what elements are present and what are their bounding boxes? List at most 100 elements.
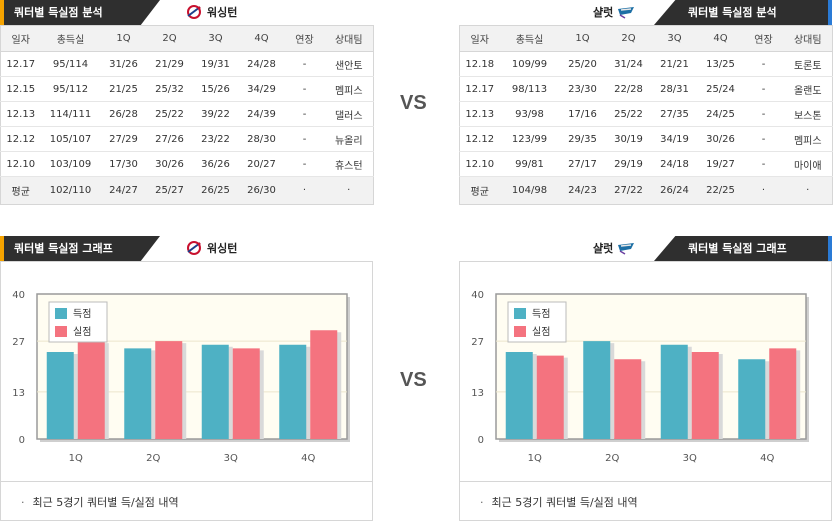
- panel-header: 샬럿 쿼터별 득실점 그래프: [459, 236, 832, 261]
- table-cell: 26/24: [651, 176, 698, 205]
- table-header-row: 일자 총득실 1Q 2Q 3Q 4Q 연장 상대팀: [459, 25, 833, 52]
- table-row: 12.15 95/112 21/25 25/32 15/26 34/29- 멤피스: [0, 76, 374, 102]
- hornets-logo-icon: [618, 7, 635, 19]
- table-cell: 댈러스: [324, 101, 374, 127]
- table-cell: 22/28: [605, 76, 652, 102]
- table-cell: 27/29: [100, 126, 147, 152]
- table-row: 12.12 123/99 29/35 30/19 34/19 30/26- 멤피스: [459, 126, 833, 152]
- chart-note: · 최근 5경기 쿼터별 득/실점 내역: [459, 481, 832, 521]
- table-cell: 24/23: [559, 176, 606, 205]
- legend-label: 실점: [73, 326, 91, 338]
- table-cell: 멤피스: [324, 76, 374, 102]
- table-cell: 25/32: [146, 76, 193, 102]
- column-header: 1Q: [559, 25, 606, 52]
- table-cell: 20/27: [238, 151, 285, 177]
- column-header: 총득실: [499, 25, 560, 52]
- table-cell: -: [743, 51, 784, 77]
- y-tick-label: 13: [471, 388, 484, 399]
- table-cell: 102/110: [40, 176, 101, 205]
- bar-conceded: [536, 355, 564, 439]
- table-cell: 25/27: [146, 176, 193, 205]
- table-cell: 34/19: [651, 126, 698, 152]
- team-label: 워싱턴: [185, 4, 237, 20]
- table-row: 12.12 105/107 27/29 27/26 23/22 28/30- 뉴올리: [0, 126, 374, 152]
- table-cell: 25/24: [697, 76, 744, 102]
- team-label: 샬럿: [593, 240, 635, 256]
- note-text: 최근 5경기 쿼터별 득/실점 내역: [32, 496, 179, 509]
- table-row: 12.13 114/111 26/28 25/22 39/22 24/39- 댈러스: [0, 101, 374, 127]
- table-cell: 13/25: [697, 51, 744, 77]
- quarter-bar-chart: 0 13 27 40 1Q 2Q 3Q 4Q 득점 실점: [0, 261, 373, 481]
- y-tick-label: 13: [12, 388, 25, 399]
- table-cell: 28/30: [238, 126, 285, 152]
- y-tick-label: 27: [12, 337, 25, 348]
- table-cell: 17/30: [100, 151, 147, 177]
- table-cell: ·: [324, 176, 374, 205]
- table-cell: 30/26: [697, 126, 744, 152]
- table-cell: 27/35: [651, 101, 698, 127]
- table-cell: ·: [783, 176, 833, 205]
- column-header: 2Q: [605, 25, 652, 52]
- table-cell: 26/28: [100, 101, 147, 127]
- column-header: 연장: [743, 25, 784, 52]
- table-cell: 98/113: [499, 76, 560, 102]
- y-tick-label: 0: [478, 435, 484, 446]
- bar-scored: [46, 352, 74, 439]
- table-row: 12.18 109/99 25/20 31/24 21/21 13/25- 토론토: [459, 51, 833, 77]
- charlotte-analysis-panel: 샬럿 쿼터별 득실점 분석 일자 총득실 1Q 2Q 3Q 4Q 연장 상대팀 12.18 109…: [459, 0, 833, 205]
- washington-analysis-panel: 쿼터별 득실점 분석 워싱턴 일자 총득실 1Q 2Q 3Q 4Q 연장 상대팀 12.17 95…: [0, 0, 374, 205]
- table-cell: 12.10: [459, 151, 500, 177]
- y-tick-label: 27: [471, 337, 484, 348]
- table-cell: 30/19: [605, 126, 652, 152]
- table-cell: 21/29: [146, 51, 193, 77]
- table-cell: 28/31: [651, 76, 698, 102]
- team-label: 샬럿: [593, 4, 635, 20]
- x-tick-label: 1Q: [69, 453, 83, 464]
- table-cell: 29/19: [605, 151, 652, 177]
- charlotte-graph-panel: 샬럿 쿼터별 득실점 그래프 0 13 27 40 1Q 2Q 3Q 4Q 득점 실점 · 최근 5…: [459, 236, 832, 521]
- bar-scored: [660, 344, 688, 439]
- vs-label: VS: [400, 369, 427, 391]
- bar-scored: [124, 348, 152, 439]
- column-header: 상대팀: [324, 25, 374, 52]
- table-row: 12.17 95/114 31/26 21/29 19/31 24/28- 샌안토: [0, 51, 374, 77]
- table-cell: 31/26: [100, 51, 147, 77]
- average-row: 평균 104/98 24/23 27/22 26/24 22/25 · ·: [459, 176, 833, 205]
- table-cell: 12.12: [459, 126, 500, 152]
- legend-swatch: [55, 326, 67, 337]
- table-cell: 24/27: [100, 176, 147, 205]
- note-text: 최근 5경기 쿼터별 득/실점 내역: [491, 496, 638, 509]
- section-title: 쿼터별 득실점 그래프: [0, 236, 160, 261]
- x-tick-label: 4Q: [760, 453, 774, 464]
- team-name: 워싱턴: [207, 242, 238, 255]
- table-cell: -: [743, 76, 784, 102]
- bar-conceded: [769, 348, 797, 439]
- table-cell: 24/28: [238, 51, 285, 77]
- table-cell: 27/17: [559, 151, 606, 177]
- bullet-icon: ·: [21, 496, 25, 509]
- table-cell: 12.18: [459, 51, 500, 77]
- wizards-logo-icon: [187, 5, 201, 19]
- table-cell: 25/22: [605, 101, 652, 127]
- table-cell: 114/111: [40, 101, 101, 127]
- table-cell: 123/99: [499, 126, 560, 152]
- table-cell: -: [284, 151, 325, 177]
- bar-conceded: [310, 330, 338, 439]
- team-name: 샬럿: [593, 242, 614, 255]
- column-header: 3Q: [651, 25, 698, 52]
- column-header: 총득실: [40, 25, 101, 52]
- table-cell: 27/22: [605, 176, 652, 205]
- panel-header: 쿼터별 득실점 분석 워싱턴: [0, 0, 373, 25]
- bar-conceded: [232, 348, 260, 439]
- table-cell: 21/25: [100, 76, 147, 102]
- table-cell: 21/21: [651, 51, 698, 77]
- table-cell: 25/20: [559, 51, 606, 77]
- table-cell: 19/27: [697, 151, 744, 177]
- table-cell: 19/31: [192, 51, 239, 77]
- x-tick-label: 4Q: [301, 453, 315, 464]
- table-cell: 26/25: [192, 176, 239, 205]
- table-cell: -: [284, 51, 325, 77]
- panel-header: 샬럿 쿼터별 득실점 분석: [459, 0, 832, 25]
- panel-header: 쿼터별 득실점 그래프 워싱턴: [0, 236, 373, 261]
- legend-label: 실점: [532, 326, 550, 338]
